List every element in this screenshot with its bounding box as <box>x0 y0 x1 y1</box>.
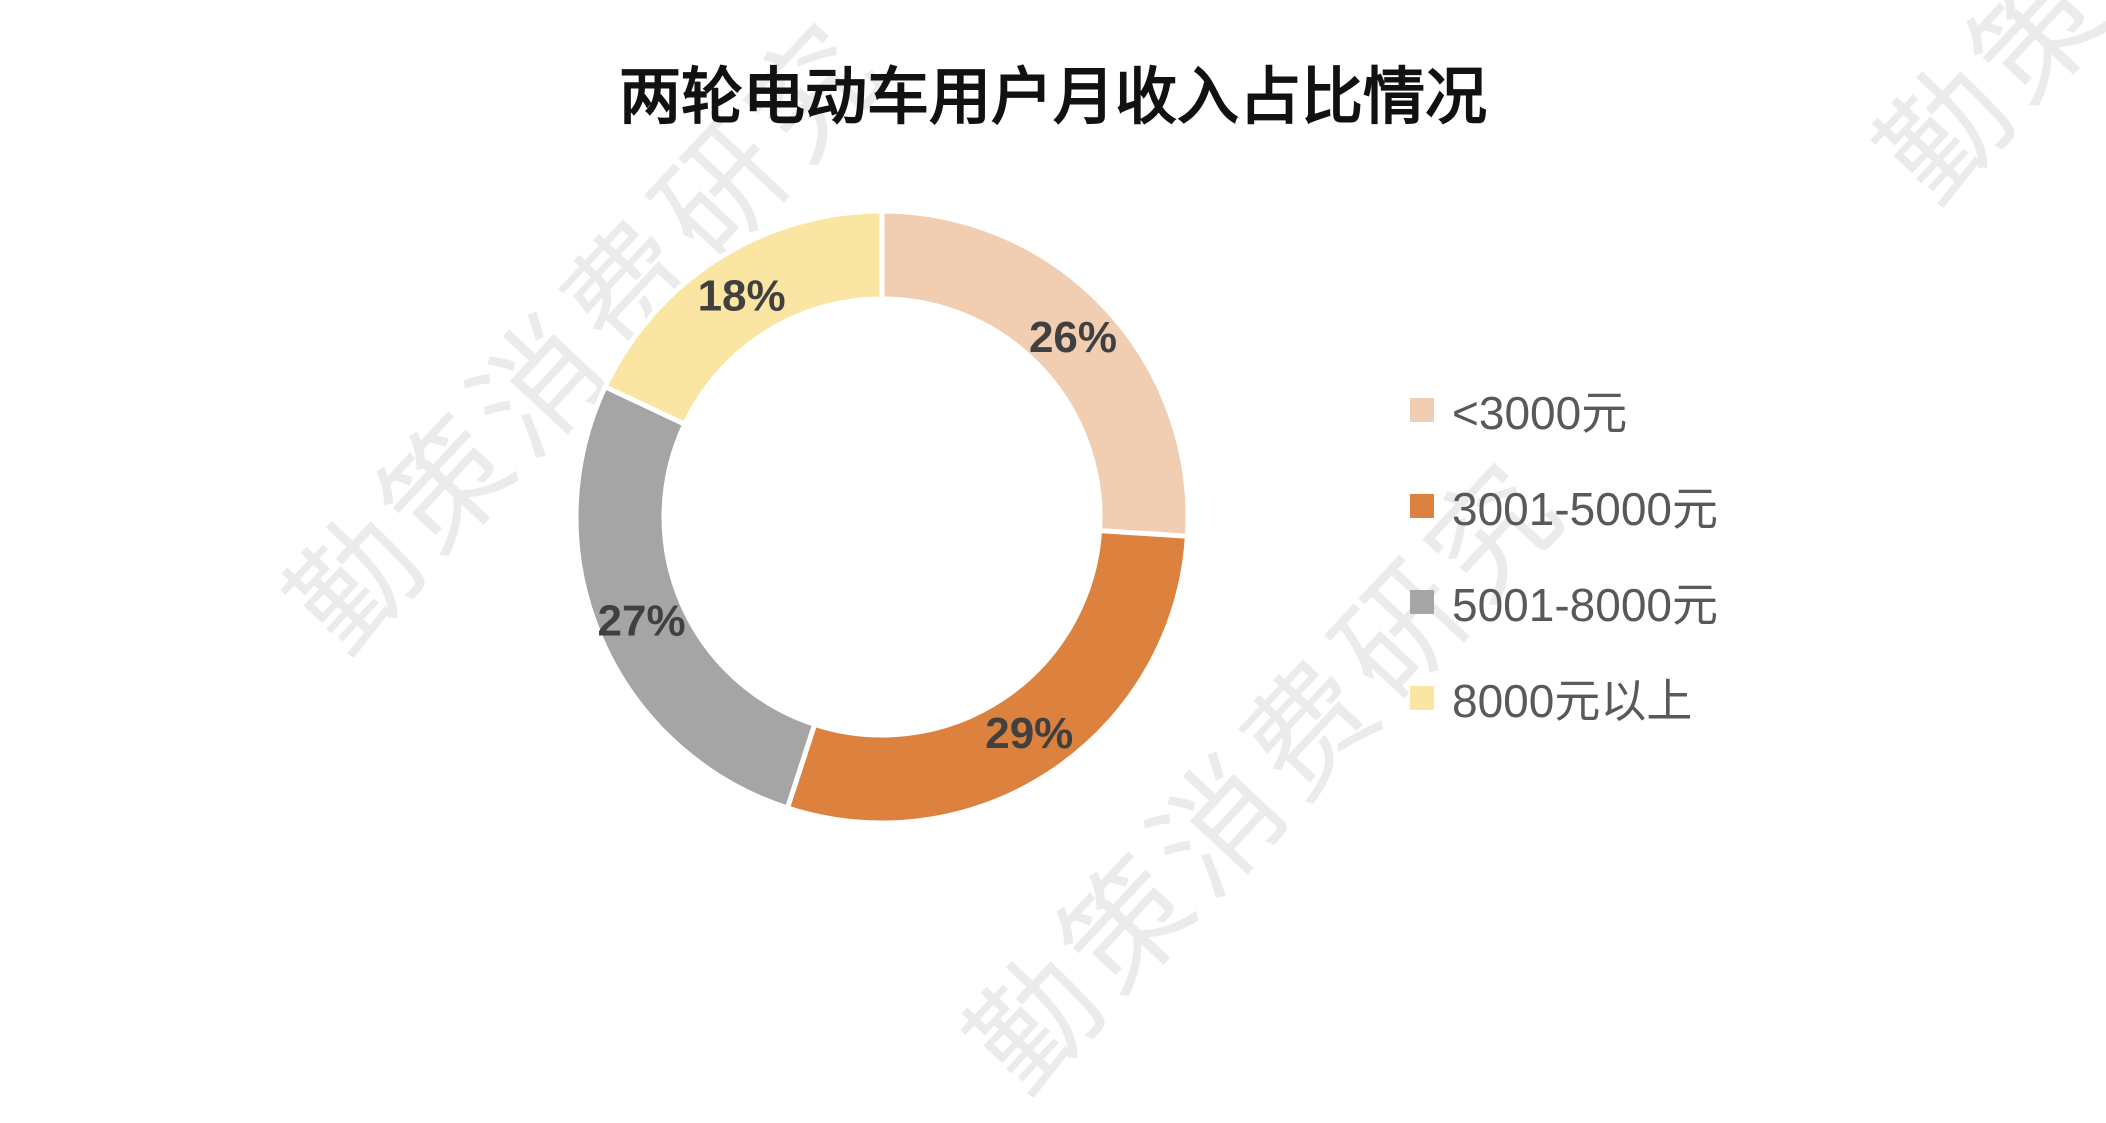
donut-slice <box>784 528 1191 826</box>
legend-item: 3001-5000元 <box>1410 458 1718 554</box>
donut-chart: 26% 29% 27% 18% <box>573 208 1191 826</box>
donut-slice <box>601 208 885 428</box>
legend-item: <3000元 <box>1410 362 1718 458</box>
legend-label: <3000元 <box>1452 387 1628 439</box>
donut-slice <box>879 208 1191 539</box>
legend-swatch <box>1410 590 1434 614</box>
legend-swatch <box>1410 398 1434 422</box>
legend: <3000元 3001-5000元 5001-8000元 8000元以上 <box>1410 362 1718 746</box>
legend-item: 8000元以上 <box>1410 650 1718 746</box>
data-label: 29% <box>985 709 1073 758</box>
data-label: 18% <box>698 271 786 320</box>
legend-swatch <box>1410 494 1434 518</box>
data-label: 26% <box>1029 313 1117 362</box>
legend-label: 3001-5000元 <box>1452 483 1718 535</box>
legend-swatch <box>1410 686 1434 710</box>
chart: 勤策消费研究 勤策消费研究 勤策消费研究 两轮电动车用户月收入占比情况 26%2… <box>262 0 2106 1119</box>
legend-label: 5001-8000元 <box>1452 579 1718 631</box>
chart-title: 两轮电动车用户月收入占比情况 <box>618 60 1487 133</box>
data-label: 27% <box>598 597 686 646</box>
legend-label: 8000元以上 <box>1452 675 1693 727</box>
donut-slice <box>573 383 818 812</box>
legend-item: 5001-8000元 <box>1410 554 1718 650</box>
